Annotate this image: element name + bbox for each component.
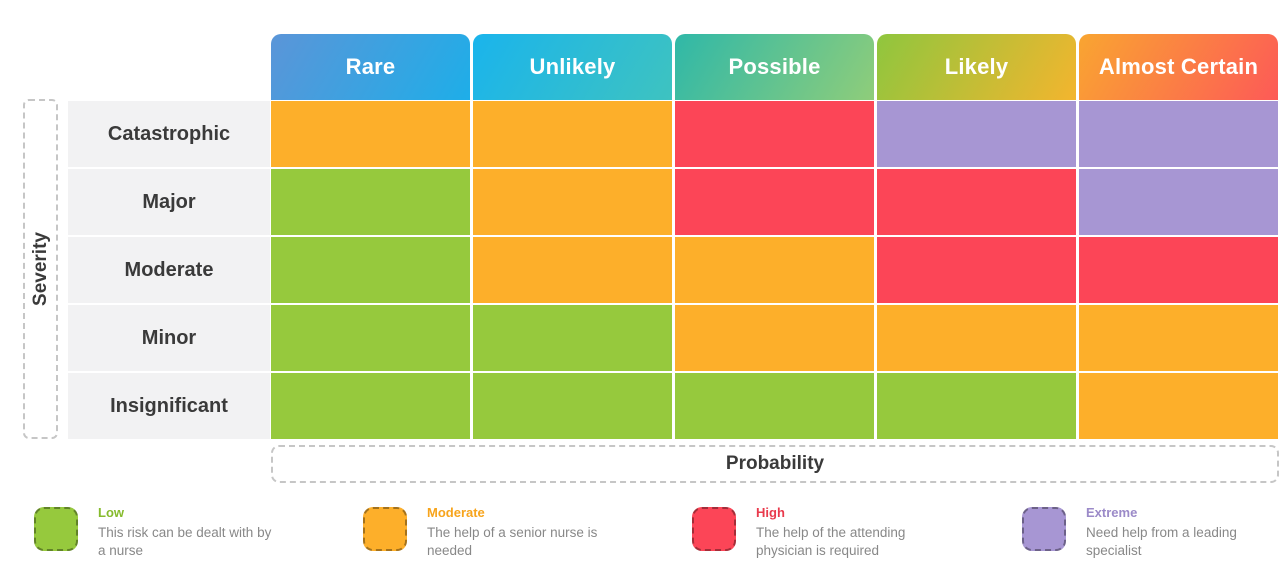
matrix-cell-extreme [1079,101,1278,167]
column-header-possible: Possible [675,34,874,100]
row-header-label: Moderate [124,258,214,281]
matrix-cell-moderate [473,101,672,167]
matrix-cell-low [675,373,874,439]
row-header-label: Major [142,190,196,213]
probability-axis-label: Probability [725,453,825,474]
column-header-rare: Rare [271,34,470,100]
matrix-cell-moderate [271,101,470,167]
row-header-minor: Minor [68,305,270,371]
matrix-cell-low [271,305,470,371]
matrix-cell-moderate [1079,373,1278,439]
row-header-catastrophic: Catastrophic [68,101,270,167]
legend-swatch-extreme [1022,507,1066,551]
legend-description-extreme: Need help from a leading specialist [1086,525,1237,558]
column-header-label: Almost Certain [1098,54,1259,79]
legend-title-low: Low [98,505,124,520]
column-header-unlikely: Unlikely [473,34,672,100]
matrix-cell-low [877,373,1076,439]
row-header-moderate: Moderate [68,237,270,303]
legend-title-moderate: Moderate [427,505,485,520]
legend-description-low: This risk can be dealt with by a nurse [98,525,272,558]
severity-axis-frame [23,99,58,439]
matrix-cell-moderate [1079,305,1278,371]
row-header-label: Catastrophic [107,122,231,145]
legend-swatch-high [692,507,736,551]
matrix-cell-extreme [877,101,1076,167]
legend-title-high: High [756,505,785,520]
matrix-cell-high [675,169,874,235]
matrix-cell-low [271,169,470,235]
column-header-likely: Likely [877,34,1076,100]
matrix-cell-moderate [473,169,672,235]
matrix-cell-moderate [675,237,874,303]
matrix-cell-high [877,237,1076,303]
matrix-cell-low [271,373,470,439]
legend-title-extreme: Extreme [1086,505,1138,520]
matrix-cell-low [473,373,672,439]
matrix-cell-high [675,101,874,167]
legend-swatch-moderate [363,507,407,551]
column-header-almost-certain: Almost Certain [1079,34,1278,100]
column-header-label: Likely [944,54,1009,79]
legend-description-moderate: The help of a senior nurse is needed [427,525,598,558]
row-header-insignificant: Insignificant [68,373,270,439]
column-header-label: Possible [728,54,821,79]
row-header-label: Minor [141,326,197,349]
matrix-cell-high [877,169,1076,235]
legend-description-high: The help of the attending physician is r… [756,525,906,558]
matrix-cell-high [1079,237,1278,303]
severity-axis: Severity [23,99,58,439]
column-header-label: Rare [345,54,396,79]
probability-axis: Probability [271,445,1279,483]
matrix-cell-extreme [1079,169,1278,235]
row-header-major: Major [68,169,270,235]
matrix-cell-moderate [675,305,874,371]
column-header-label: Unlikely [529,54,616,79]
matrix-cell-moderate [877,305,1076,371]
matrix-cell-low [473,305,672,371]
matrix-cell-moderate [473,237,672,303]
legend-swatch-low [34,507,78,551]
row-header-label: Insignificant [110,394,228,417]
severity-axis-label: Severity [29,232,51,306]
matrix-cell-low [271,237,470,303]
